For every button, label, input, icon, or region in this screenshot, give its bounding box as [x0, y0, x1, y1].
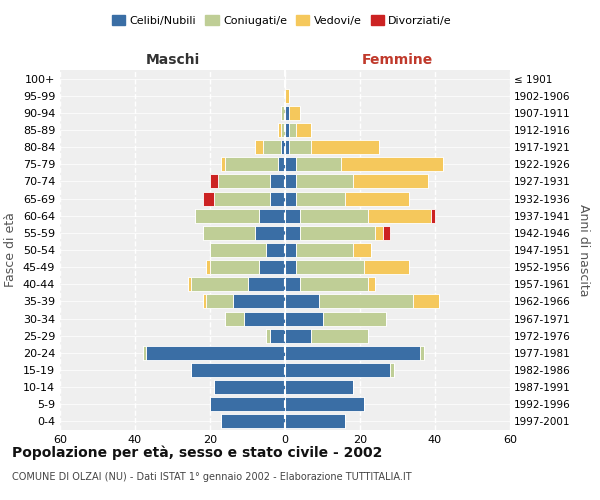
Bar: [300, 278, 367, 291]
Bar: [277, 123, 281, 137]
Bar: [270, 328, 285, 342]
Bar: [296, 192, 345, 205]
Bar: [203, 226, 255, 240]
Text: Popolazione per età, sesso e stato civile - 2002: Popolazione per età, sesso e stato civil…: [12, 445, 382, 460]
Text: Maschi: Maschi: [145, 52, 200, 66]
Bar: [285, 243, 296, 257]
Bar: [281, 123, 285, 137]
Bar: [285, 192, 296, 205]
Bar: [206, 294, 233, 308]
Bar: [266, 243, 285, 257]
Legend: Celibi/Nubili, Coniugati/e, Vedovi/e, Divorziati/e: Celibi/Nubili, Coniugati/e, Vedovi/e, Di…: [107, 10, 457, 30]
Bar: [431, 208, 435, 222]
Bar: [285, 294, 319, 308]
Bar: [285, 140, 289, 154]
Bar: [383, 226, 390, 240]
Bar: [244, 312, 285, 326]
Bar: [285, 328, 311, 342]
Bar: [214, 192, 270, 205]
Bar: [281, 140, 285, 154]
Bar: [259, 208, 285, 222]
Bar: [206, 260, 210, 274]
Bar: [296, 158, 341, 172]
Bar: [289, 123, 296, 137]
Bar: [225, 158, 277, 172]
Bar: [281, 106, 285, 120]
Bar: [300, 226, 375, 240]
Bar: [285, 260, 296, 274]
Y-axis label: Fasce di età: Fasce di età: [4, 212, 17, 288]
Text: COMUNE DI OLZAI (NU) - Dati ISTAT 1° gennaio 2002 - Elaborazione TUTTITALIA.IT: COMUNE DI OLZAI (NU) - Dati ISTAT 1° gen…: [12, 472, 412, 482]
Bar: [311, 140, 379, 154]
Bar: [146, 346, 285, 360]
Bar: [218, 174, 270, 188]
Bar: [214, 380, 285, 394]
Bar: [221, 158, 225, 172]
Bar: [345, 192, 409, 205]
Bar: [285, 398, 364, 411]
Bar: [191, 278, 248, 291]
Bar: [296, 243, 353, 257]
Bar: [210, 243, 266, 257]
Bar: [255, 226, 285, 240]
Bar: [375, 226, 383, 240]
Bar: [285, 414, 345, 428]
Bar: [285, 363, 390, 377]
Bar: [353, 174, 427, 188]
Bar: [285, 278, 300, 291]
Bar: [270, 192, 285, 205]
Bar: [319, 294, 413, 308]
Bar: [195, 208, 259, 222]
Bar: [413, 294, 439, 308]
Bar: [296, 260, 364, 274]
Bar: [221, 414, 285, 428]
Bar: [203, 192, 214, 205]
Bar: [367, 278, 375, 291]
Bar: [285, 380, 353, 394]
Bar: [285, 226, 300, 240]
Bar: [311, 328, 367, 342]
Bar: [323, 312, 386, 326]
Bar: [285, 158, 296, 172]
Bar: [187, 278, 191, 291]
Bar: [285, 123, 289, 137]
Bar: [263, 140, 281, 154]
Bar: [210, 174, 218, 188]
Bar: [364, 260, 409, 274]
Text: Femmine: Femmine: [362, 52, 433, 66]
Bar: [248, 278, 285, 291]
Bar: [289, 140, 311, 154]
Bar: [285, 346, 420, 360]
Bar: [285, 88, 289, 102]
Bar: [285, 208, 300, 222]
Bar: [390, 363, 394, 377]
Bar: [285, 106, 289, 120]
Bar: [367, 208, 431, 222]
Bar: [341, 158, 443, 172]
Bar: [285, 174, 296, 188]
Bar: [353, 243, 371, 257]
Bar: [203, 294, 206, 308]
Bar: [420, 346, 424, 360]
Bar: [191, 363, 285, 377]
Bar: [296, 123, 311, 137]
Bar: [266, 328, 270, 342]
Bar: [285, 312, 323, 326]
Bar: [270, 174, 285, 188]
Bar: [296, 174, 353, 188]
Y-axis label: Anni di nascita: Anni di nascita: [577, 204, 590, 296]
Bar: [300, 208, 367, 222]
Bar: [233, 294, 285, 308]
Bar: [210, 260, 259, 274]
Bar: [277, 158, 285, 172]
Bar: [143, 346, 146, 360]
Bar: [289, 106, 300, 120]
Bar: [210, 398, 285, 411]
Bar: [259, 260, 285, 274]
Bar: [255, 140, 263, 154]
Bar: [225, 312, 244, 326]
